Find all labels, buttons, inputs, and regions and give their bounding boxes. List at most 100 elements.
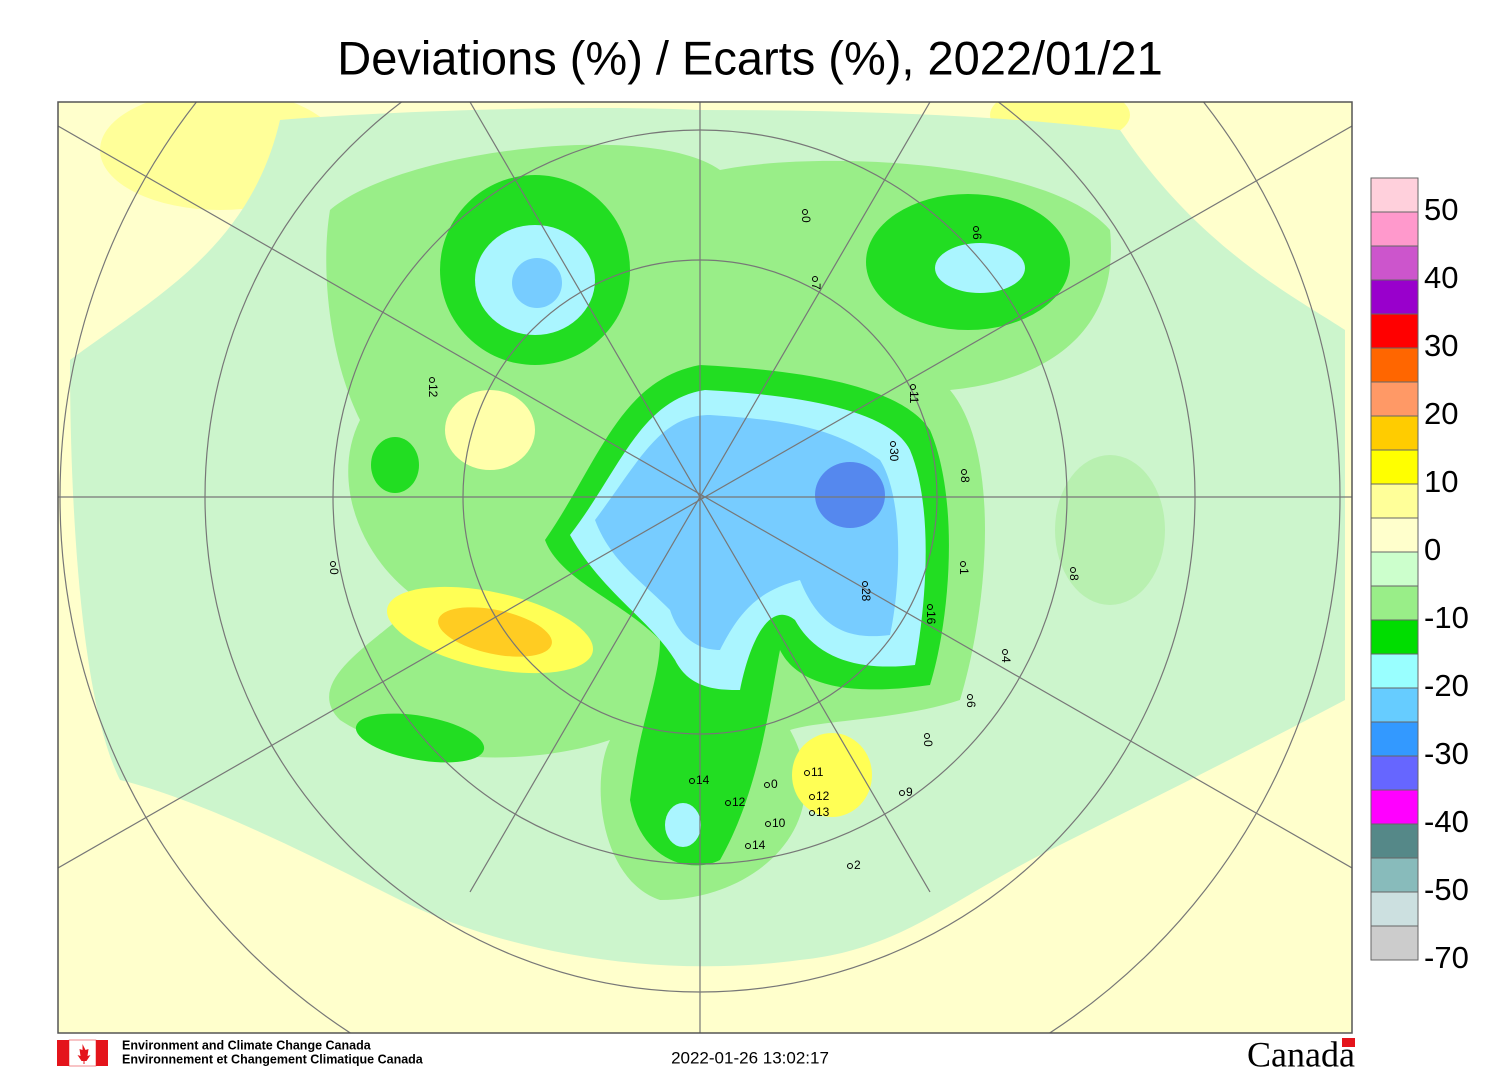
station-label: 0 [921,740,935,747]
station-marker [802,209,808,215]
wordmark-flag [1342,1038,1355,1047]
station-marker [429,377,435,383]
station-marker [330,561,336,567]
scale-tick-label: -40 [1424,804,1469,839]
scale-tick-label: 10 [1424,464,1458,499]
scale-tick-label: 40 [1424,260,1458,295]
scale-tick-label: -50 [1424,872,1469,907]
meridian [469,102,931,893]
station-label: 0 [327,568,341,575]
map: 12 11 30 8 1 28 16 4 6 0 8 0 14 12 10 14 11 12 13 0 2 9 0 7 6 [58,102,1352,1033]
station-marker [960,561,966,567]
scale-swatch [1370,687,1419,723]
station-label: 30 [887,448,901,462]
meridian [58,125,1352,869]
timestamp: 2022-01-26 13:02:17 [671,1048,829,1067]
scale-swatch [1370,653,1419,689]
color-scale: 50 40 30 20 10 0 -10 -20 -30 -40 -50 -70 [1370,177,1469,975]
scale-swatch [1370,211,1419,247]
maple-leaf [77,1044,91,1064]
station-marker [924,733,930,739]
contour-positive [438,607,552,657]
station-marker [899,790,905,796]
scale-tick-label: -70 [1424,940,1469,975]
scale-tick-label: -10 [1424,600,1469,635]
scale-swatch [1370,755,1419,791]
station-label: 7 [809,283,823,290]
station-label: 12 [732,795,746,809]
station-marker [812,276,818,282]
scale-swatch [1370,245,1419,281]
station-marker [725,800,731,806]
station-label: 14 [696,773,710,787]
scale-swatch [1370,619,1419,655]
station-marker [1002,649,1008,655]
scale-swatch [1370,551,1419,587]
station-label: 6 [970,233,984,240]
contour-green [355,713,485,763]
agency-name: Environnement et Changement Climatique C… [122,1052,424,1066]
contour-blue [512,258,562,308]
title: Deviations (%) / Ecarts (%), 2022/01/21 [337,31,1162,84]
station-marker [809,794,815,800]
scale-swatch [1370,381,1419,417]
flag-bar [96,1040,108,1066]
wordmark: Canada [1247,1034,1355,1074]
scale-swatch [1370,279,1419,315]
graticule [58,102,1352,1033]
scale-swatch [1370,177,1419,213]
station-label: 13 [816,805,830,819]
scale-swatch [1370,347,1419,383]
station-marker [765,821,771,827]
map-frame [57,101,1353,1034]
station-label: 9 [906,785,913,799]
contour-light-green [1055,455,1165,605]
station-label: 12 [816,789,830,803]
scale-tick-label: -20 [1424,668,1469,703]
station-marker [961,469,967,475]
station-marker [1070,567,1076,573]
scale-swatch [1370,857,1419,893]
station-marker [910,384,916,390]
station-marker [847,863,853,869]
contour-blue [595,415,899,650]
contour-positive [792,733,872,817]
station-marker [927,604,933,610]
scale-swatch [1370,517,1419,553]
contour-cyan [935,243,1025,293]
station-label: 28 [859,588,873,602]
station-label: 16 [924,611,938,625]
contour-cyan [665,803,701,847]
station-label: 6 [964,701,978,708]
station-label: 0 [799,216,813,223]
station-label: 2 [854,858,861,872]
scale-swatch [1370,891,1419,927]
scale-swatch [1370,925,1419,961]
scale-swatch [1370,483,1419,519]
station-marker [804,770,810,776]
contour-positive [445,390,535,470]
contour-green [371,437,419,493]
station-labels: 12 11 30 8 1 28 16 4 6 0 8 0 14 12 10 14 11 12 13 0 2 9 0 7 6 [327,209,1081,872]
agency-logo [57,1039,108,1067]
station-label: 0 [771,777,778,791]
station-label: 14 [752,838,766,852]
scale-swatch [1370,789,1419,825]
station-marker [967,694,973,700]
station-label: 10 [772,816,786,830]
flag-bar [57,1040,69,1066]
station-label: 11 [907,391,921,404]
scale-swatch [1370,721,1419,757]
scale-tick-label: 30 [1424,328,1458,363]
scale-swatch [1370,449,1419,485]
scale-tick-label: -30 [1424,736,1469,771]
agency-name: Environment and Climate Change Canada [122,1038,372,1052]
station-label: 1 [957,568,971,575]
scale-tick-label: 0 [1424,532,1441,567]
station-label: 8 [1067,574,1081,581]
station-marker [973,226,979,232]
station-marker [689,778,695,784]
station-marker [745,843,751,849]
scale-swatch [1370,585,1419,621]
